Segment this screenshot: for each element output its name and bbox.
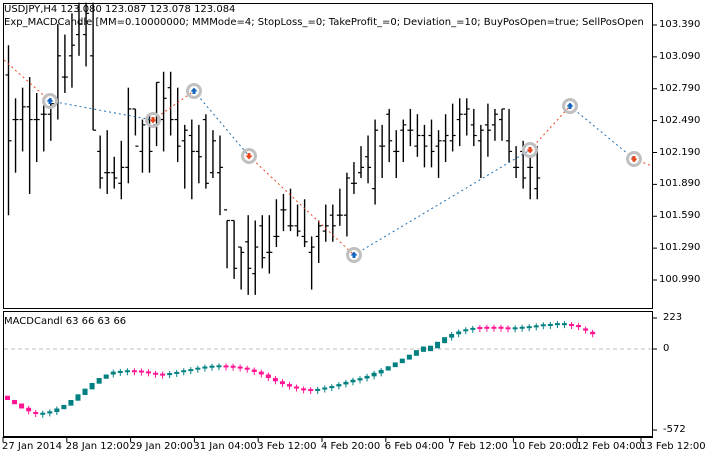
time-tick-label: 7 Feb 12:00 xyxy=(448,441,508,452)
time-tick-label: 12 Feb 04:00 xyxy=(576,441,642,452)
indicator-pane-frame xyxy=(3,311,653,437)
sell-arrow-icon xyxy=(626,151,642,167)
macd-candles xyxy=(5,321,596,418)
time-tick-label: 6 Feb 04:00 xyxy=(384,441,445,452)
price-tick-label: 102.190 xyxy=(659,146,701,158)
axis-ticks xyxy=(2,24,657,442)
price-tick-label: 103.390 xyxy=(659,19,701,30)
sell-arrow-icon xyxy=(145,112,161,128)
expert-advisor-line: Exp_MACDCandle [MM=0.10000000; MMMode=4;… xyxy=(4,17,644,28)
price-pane-frame xyxy=(3,3,653,309)
price-tick-label: 101.890 xyxy=(659,178,701,190)
sell-arrow-icon xyxy=(522,142,538,158)
buy-arrow-icon xyxy=(562,98,578,114)
price-ohlc-bars xyxy=(5,2,541,295)
zigzag-lines xyxy=(3,59,653,256)
buy-arrow-icon xyxy=(42,93,58,109)
trade-signal-markers xyxy=(42,83,642,263)
indicator-tick-label: -572 xyxy=(663,424,686,435)
price-tick-label: 102.490 xyxy=(659,114,701,126)
indicator-label: MACDCandl 63 66 63 66 xyxy=(4,316,127,327)
time-tick-label: 10 Feb 20:00 xyxy=(512,441,578,452)
time-tick-label: 27 Jan 2014 xyxy=(2,441,62,452)
time-tick-label: 29 Jan 20:00 xyxy=(129,441,193,452)
price-tick-label: 101.290 xyxy=(659,242,701,254)
indicator-tick-label: 223 xyxy=(663,312,683,323)
time-tick-label: 13 Feb 12:00 xyxy=(640,441,706,452)
symbol-info-line: USDJPY,H4 123.080 123.087 123.078 123.08… xyxy=(4,4,236,15)
time-tick-label: 4 Feb 20:00 xyxy=(321,441,381,452)
buy-arrow-icon xyxy=(186,83,202,99)
time-tick-label: 3 Feb 12:00 xyxy=(257,441,317,452)
time-tick-label: 28 Jan 12:00 xyxy=(65,441,130,452)
price-tick-label: 102.790 xyxy=(659,82,701,94)
sell-arrow-icon xyxy=(241,148,257,164)
time-tick-label: 31 Jan 04:00 xyxy=(193,441,257,452)
indicator-tick-label: 0 xyxy=(663,343,670,354)
price-tick-label: 100.990 xyxy=(659,274,701,285)
price-tick-label: 101.590 xyxy=(659,210,701,222)
price-tick-label: 103.090 xyxy=(659,50,701,62)
buy-arrow-icon xyxy=(346,247,362,263)
